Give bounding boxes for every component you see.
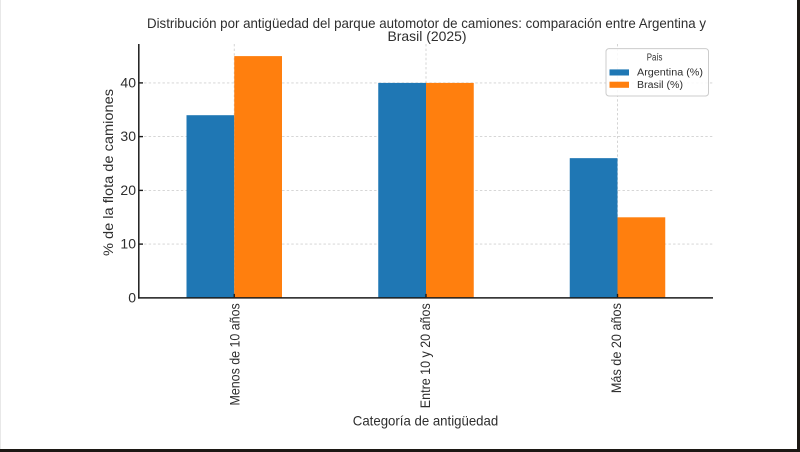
svg-text:Argentina (%): Argentina (%) — [637, 68, 703, 79]
svg-text:Brasil (%): Brasil (%) — [637, 80, 683, 91]
svg-text:Distribución por antigüedad de: Distribución por antigüedad del parque a… — [147, 15, 706, 31]
svg-text:0: 0 — [128, 290, 136, 306]
svg-text:20: 20 — [120, 182, 136, 198]
svg-text:Entre 10 y 20 años: Entre 10 y 20 años — [417, 303, 433, 408]
svg-text:40: 40 — [120, 75, 136, 91]
svg-text:Menos de 10 años: Menos de 10 años — [226, 303, 242, 405]
svg-text:30: 30 — [120, 128, 136, 144]
svg-text:País: País — [647, 53, 663, 64]
svg-text:Brasil (2025): Brasil (2025) — [388, 28, 467, 44]
svg-text:% de la flota de camiones: % de la flota de camiones — [100, 89, 116, 256]
svg-text:10: 10 — [120, 236, 136, 252]
svg-text:Categoría de antigüedad: Categoría de antigüedad — [353, 413, 498, 429]
svg-text:Más de 20 años: Más de 20 años — [608, 303, 624, 393]
